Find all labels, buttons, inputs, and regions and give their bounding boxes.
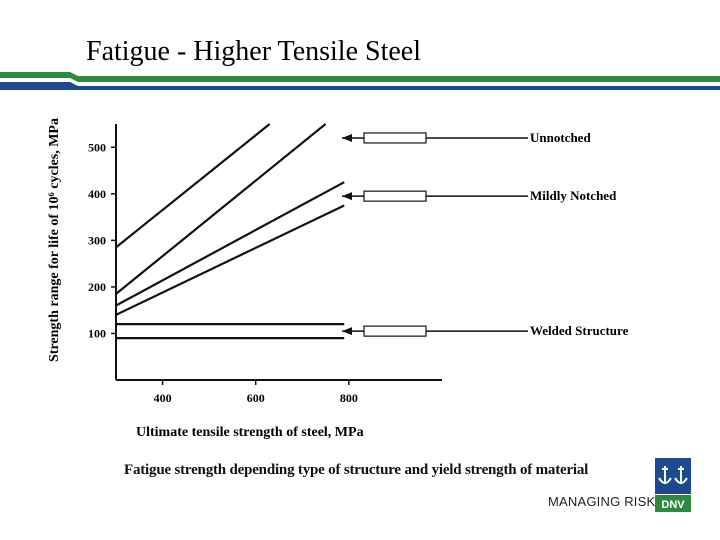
- logo-blue-block: [655, 458, 691, 494]
- annotation-arrowhead: [342, 192, 352, 201]
- annotation-label: Mildly Notched: [530, 188, 617, 203]
- series-line-2: [115, 123, 327, 295]
- y-tick-label: 400: [88, 187, 106, 201]
- x-tick-label: 800: [340, 391, 358, 405]
- x-tick-label: 400: [154, 391, 172, 405]
- logo-text: DNV: [661, 499, 685, 511]
- annotation-range-box: [363, 132, 427, 144]
- slide-title: Fatigue - Higher Tensile Steel: [86, 36, 422, 67]
- y-tick-label: 100: [88, 326, 106, 340]
- tagline: MANAGING RISK: [548, 494, 656, 509]
- x-tick-label: 600: [247, 391, 265, 405]
- series-line-3: [115, 181, 345, 307]
- annotation-layer: Unnotched Mildly Notched Welded Structure: [342, 130, 629, 338]
- header-blue-stripe: [0, 82, 720, 90]
- y-tick-label: 200: [88, 280, 106, 294]
- x-axis-label: Ultimate tensile strength of steel, MPa: [136, 425, 364, 440]
- anchor-icon: [658, 466, 688, 484]
- logo-green-block: [655, 495, 691, 512]
- tick-layer: 100 200 300 400 500 400 600 800: [88, 140, 358, 405]
- y-tick-label: 500: [88, 140, 106, 154]
- annotation-range-box: [363, 325, 427, 337]
- header-green-stripe: [0, 72, 720, 82]
- series-line-4: [115, 204, 345, 316]
- series-line-1: [115, 123, 271, 249]
- series-layer: [115, 123, 345, 340]
- annotation-label: Welded Structure: [530, 323, 629, 338]
- y-axis-label: Strength range for life of 10⁶ cycles, M…: [47, 118, 62, 362]
- figure-caption: Fatigue strength depending type of struc…: [124, 462, 589, 478]
- dnv-logo: DNV: [655, 458, 691, 512]
- annotation-arrowhead: [342, 327, 352, 336]
- annotation-range-box: [363, 190, 427, 202]
- annotation-label: Unnotched: [530, 130, 591, 145]
- annotation-arrowhead: [342, 133, 352, 142]
- y-tick-label: 300: [88, 233, 106, 247]
- header-bar: [0, 72, 720, 90]
